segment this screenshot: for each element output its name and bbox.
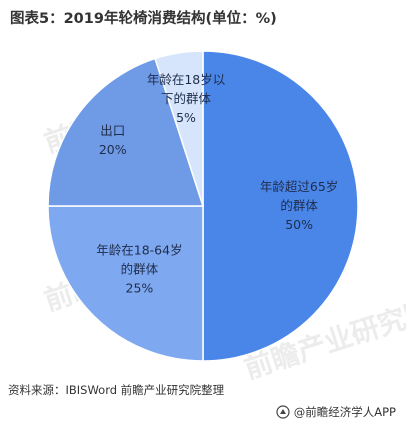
slice-name-over-65-line-1: 年龄超过65岁 [260,179,338,194]
pie-slice-over-65 [202,50,359,362]
slice-name-under-18-line-1: 年龄在18岁以 [147,72,226,87]
slice-label-over-65: 年龄超过65岁的群体 50% [260,179,338,232]
slice-name-18-64-line-1: 年龄在18-64岁 [96,243,182,258]
source-note: 资料来源：IBISWord 前瞻产业研究院整理 [8,383,225,397]
slice-value-export: 20% [99,142,127,157]
slice-value-over-65: 50% [285,217,313,232]
slice-name-18-64-line-2: 的群体 [121,262,159,277]
slice-label-under-18: 年龄在18岁以下的群体 5% [147,72,226,125]
slice-value-18-64: 25% [126,281,154,296]
brand-tag: @前瞻经济学人APP [276,404,396,420]
pie-slice-export [47,57,205,207]
brand-icon [276,405,290,419]
brand-text: @前瞻经济学人APP [293,405,396,419]
slice-name-export-line-1: 出口 [100,123,125,138]
slice-label-export: 出口 20% [99,123,127,157]
slice-name-over-65-line-2: 的群体 [280,198,318,213]
slice-label-18-64: 年龄在18-64岁的群体 25% [96,243,182,296]
slice-value-under-18: 5% [176,110,196,125]
pie-slice-under-18 [154,50,204,207]
pie-slice-18-64 [47,205,204,362]
slice-name-under-18-line-2: 下的群体 [161,91,212,106]
chart-title: 图表5：2019年轮椅消费结构(单位：%) [10,11,277,27]
